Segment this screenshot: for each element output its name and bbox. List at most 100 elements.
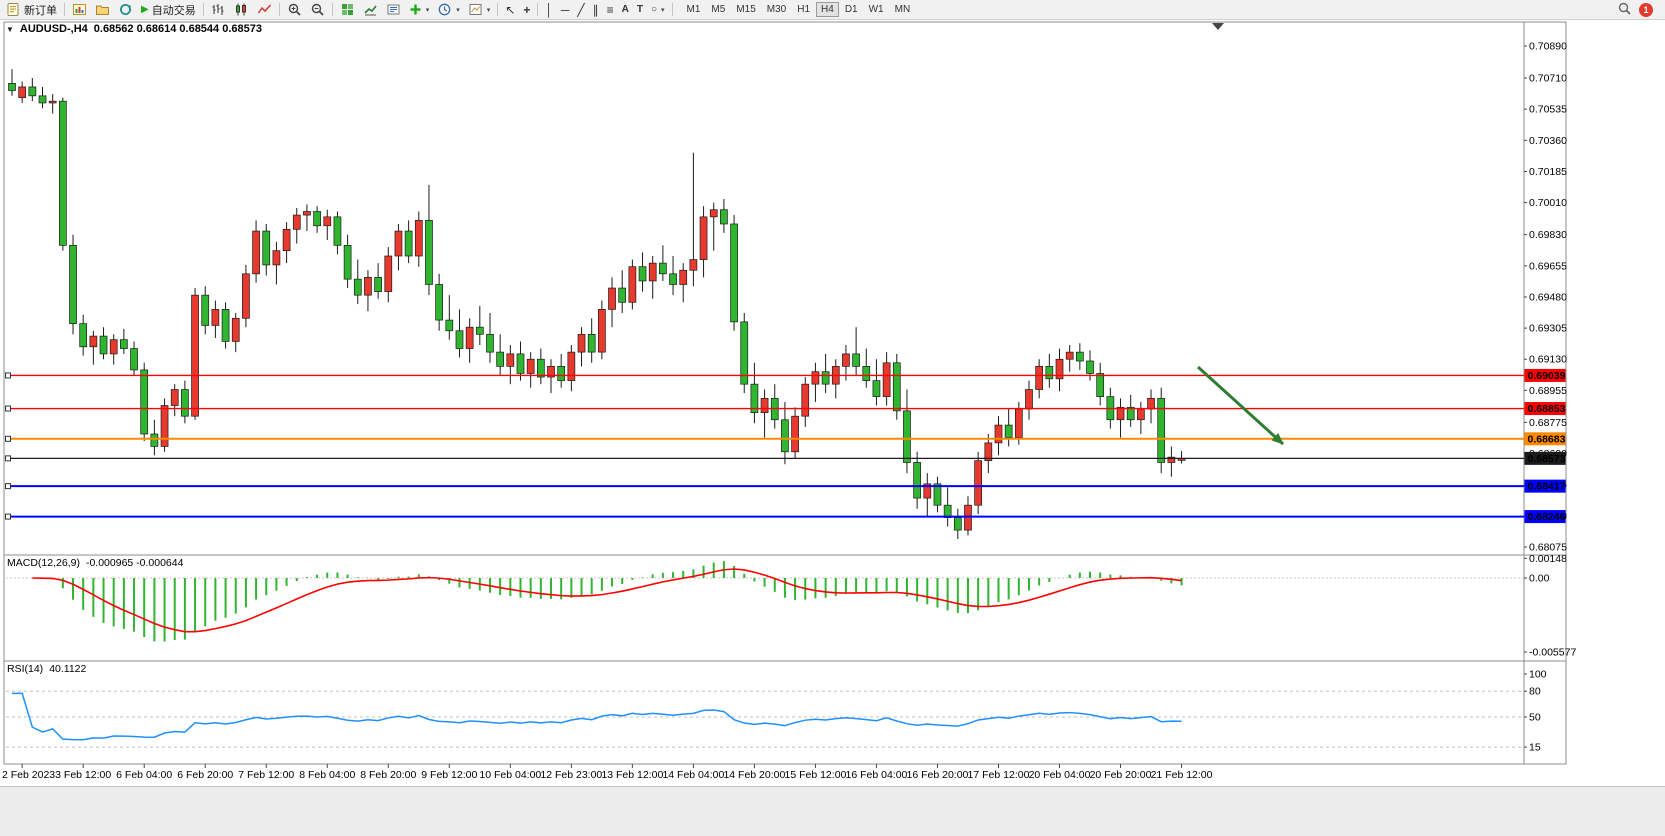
candle	[730, 223, 738, 323]
rsi-indicator-label: RSI(14)	[7, 663, 44, 675]
candle	[1116, 406, 1125, 421]
hline-handle[interactable]	[5, 372, 11, 379]
candle	[18, 86, 27, 98]
candle	[598, 309, 606, 353]
svg-text:80: 80	[1529, 686, 1541, 698]
rsi-line	[12, 692, 1182, 741]
candle	[1045, 366, 1054, 380]
shapes-button[interactable]: ○ ▾	[647, 1, 669, 19]
svg-text:0.68775: 0.68775	[1529, 417, 1567, 429]
hline-handle[interactable]	[5, 435, 11, 442]
search-icon[interactable]	[1617, 1, 1632, 19]
indicator-list-button[interactable]	[382, 1, 405, 19]
toolbar-separator	[278, 3, 280, 16]
price-tag	[1524, 510, 1566, 524]
candle	[923, 483, 932, 499]
date-axis[interactable]: 2 Feb 2023 3 Feb 12:00 6 Feb 04:00 6 Feb 20…	[2, 764, 1213, 781]
candle	[292, 214, 301, 230]
cursor-button[interactable]: ↖	[501, 1, 519, 19]
timeframe-m30-button[interactable]: M30	[762, 2, 791, 17]
candle	[89, 335, 98, 348]
refresh-button[interactable]	[114, 1, 137, 19]
svg-text:0.00: 0.00	[1529, 573, 1550, 585]
candle	[516, 353, 525, 374]
crosshair-button[interactable]: +	[519, 1, 534, 19]
price-axis[interactable]: 0.70890 0.70710 0.70535 0.70360 0.70185 0.700…	[1524, 41, 1576, 754]
candle	[130, 348, 138, 371]
new-order-icon	[6, 2, 21, 17]
macd-signal-line	[32, 568, 1182, 633]
svg-text:0.68853: 0.68853	[1528, 403, 1566, 415]
toolbar-separator	[497, 3, 499, 16]
periods-button[interactable]: ▾	[433, 1, 464, 19]
price-tag	[1524, 368, 1566, 382]
profiles-folder-icon	[95, 2, 110, 17]
candlestick-chart-button[interactable]	[230, 1, 253, 19]
timeframe-m5-button[interactable]: M5	[706, 2, 730, 17]
text-button[interactable]: A	[618, 1, 633, 19]
candle	[211, 309, 220, 326]
chart-canvas[interactable]: 0.70890 0.70710 0.70535 0.70360 0.70185 0.700…	[0, 20, 1665, 786]
svg-text:8 Feb 20:00: 8 Feb 20:00	[360, 769, 416, 781]
chart-header: ▼ AUDUSD-,H4 0.68562 0.68614 0.68544 0.6…	[6, 23, 262, 35]
svg-text:17 Feb 12:00: 17 Feb 12:00	[968, 769, 1030, 781]
hline-handle[interactable]	[5, 513, 11, 520]
text-icon: A	[621, 3, 629, 15]
tile-windows-button[interactable]	[336, 1, 359, 19]
trend-arrow-annotation[interactable]	[1196, 365, 1285, 446]
timeframe-mn-button[interactable]: MN	[890, 2, 916, 17]
candle	[974, 460, 983, 506]
price-tag	[1524, 402, 1566, 416]
templates-button[interactable]: ▾	[464, 1, 495, 19]
candle	[699, 216, 708, 260]
candle	[618, 287, 627, 303]
one-click-trading-toggle[interactable]: ▼	[6, 24, 14, 34]
chart-frame	[3, 21, 1567, 765]
timeframe-m1-button[interactable]: M1	[682, 2, 706, 17]
timeframe-h1-button[interactable]: H1	[792, 2, 815, 17]
new-chart-button[interactable]	[68, 1, 91, 19]
bar-chart-button[interactable]	[207, 1, 230, 19]
horizontal-line-objects	[5, 372, 1524, 520]
equidistant-channel-button[interactable]: ∥	[589, 1, 603, 19]
notification-badge[interactable]: 1	[1639, 2, 1653, 17]
macd-indicator-values: -0.000965 -0.000644	[85, 557, 184, 569]
profiles-button[interactable]	[91, 1, 114, 19]
chart-shift-marker[interactable]	[1212, 23, 1224, 30]
zoom-in-button[interactable]	[283, 1, 306, 19]
refresh-icon	[118, 2, 133, 17]
timeframe-w1-button[interactable]: W1	[864, 2, 889, 17]
svg-text:0.70710: 0.70710	[1529, 73, 1567, 85]
hline-handle[interactable]	[5, 405, 11, 412]
candle	[506, 353, 515, 367]
svg-text:6 Feb 04:00: 6 Feb 04:00	[116, 769, 172, 781]
add-indicator-button[interactable]: ▾	[405, 1, 434, 19]
candle	[669, 273, 677, 285]
auto-trading-label: 自动交易	[151, 4, 196, 17]
candle	[526, 358, 535, 374]
horizontal-line-button[interactable]: ─	[557, 1, 574, 19]
timeframe-h4-button[interactable]: H4	[816, 2, 839, 17]
toolbar-separator	[202, 3, 204, 16]
chart-area[interactable]: 0.70890 0.70710 0.70535 0.70360 0.70185 0.700…	[0, 20, 1665, 786]
hline-handle[interactable]	[5, 483, 11, 490]
fibonacci-button[interactable]: ≡	[603, 1, 618, 19]
trendline-button[interactable]: ╱	[573, 1, 588, 19]
vertical-line-button[interactable]: │	[541, 1, 557, 19]
toolbar-separator	[671, 3, 673, 16]
zoom-out-button[interactable]	[306, 1, 329, 19]
candle	[38, 95, 47, 104]
toolbar: 新订单 ▶ 自动交易 ▾ ▾ ▾ ↖	[0, 0, 1665, 20]
candle	[252, 230, 260, 275]
new-order-button[interactable]: 新订单	[2, 1, 61, 19]
timeframe-d1-button[interactable]: D1	[840, 2, 863, 17]
candle	[99, 335, 108, 355]
indicators-button[interactable]	[359, 1, 382, 19]
hline-handle[interactable]	[5, 455, 11, 462]
candle	[1075, 351, 1084, 362]
chevron-down-icon: ▾	[456, 6, 460, 14]
text-label-button[interactable]: T	[633, 1, 647, 19]
line-chart-button[interactable]	[253, 1, 276, 19]
auto-trading-button[interactable]: ▶ 自动交易	[137, 1, 200, 19]
timeframe-m15-button[interactable]: M15	[731, 2, 760, 17]
